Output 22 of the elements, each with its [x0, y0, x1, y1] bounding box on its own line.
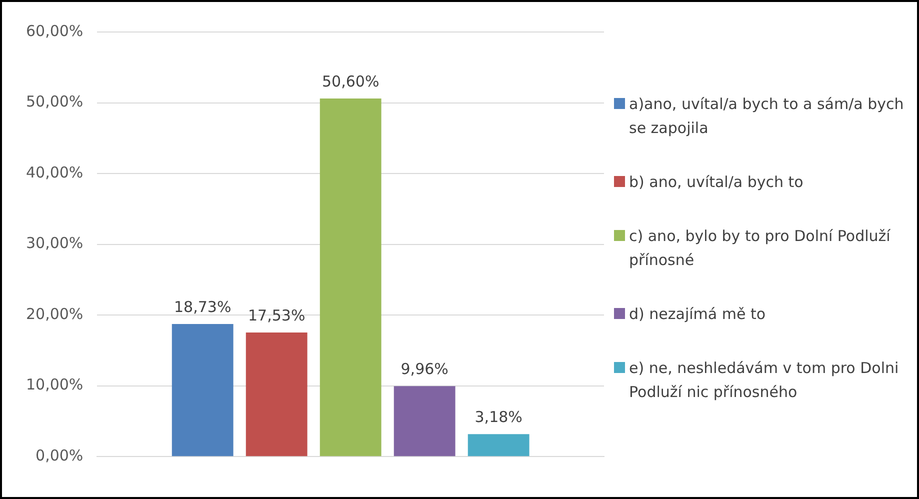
y-tick-label: 0,00%	[36, 446, 84, 464]
bar	[394, 386, 456, 456]
data-label: 18,73%	[174, 298, 232, 316]
data-label: 3,18%	[474, 408, 522, 426]
y-tick-label: 50,00%	[26, 92, 84, 111]
y-tick-label: 10,00%	[26, 376, 84, 394]
bar	[172, 324, 234, 456]
legend-label: a)ano, uvítal/a bych to a sám/a bych se zapojila	[629, 94, 905, 139]
legend-label: d) nezajímá mě to	[629, 304, 766, 325]
legend-label: b) ano, uvítal/a bych to	[629, 172, 804, 193]
y-tick-label: 60,00%	[26, 22, 84, 40]
bar	[320, 98, 382, 456]
y-tick-label: 20,00%	[26, 304, 84, 323]
legend-label: c) ano, bylo by to pro Dolní Podluží přínosné	[629, 226, 892, 271]
bar	[468, 434, 530, 456]
data-label: 17,53%	[248, 306, 306, 325]
legend-label: e) ne, neshledávám v tom pro Dolni Podluží nic přínosného	[629, 358, 900, 403]
y-tick-label: 40,00%	[26, 163, 84, 182]
y-tick-label: 30,00%	[26, 234, 84, 252]
data-label: 9,96%	[400, 360, 448, 378]
data-label: 50,60%	[322, 72, 380, 91]
bar	[246, 332, 308, 456]
